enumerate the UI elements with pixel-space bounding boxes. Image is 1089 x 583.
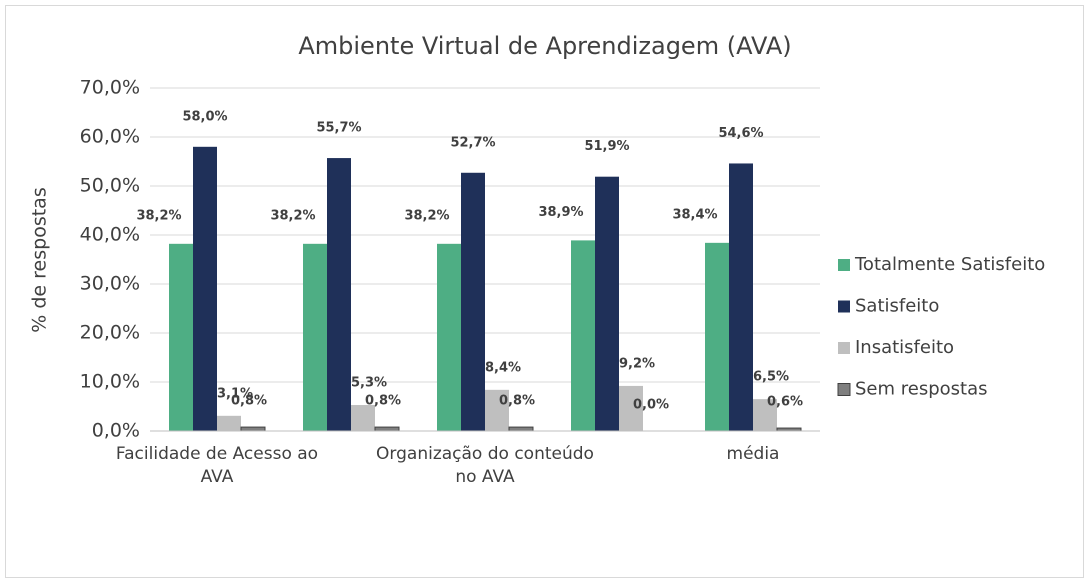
- data-label: 38,2%: [270, 208, 315, 223]
- legend-label: Insatisfeito: [855, 337, 954, 358]
- data-label: 0,8%: [365, 394, 401, 409]
- bar: [508, 426, 534, 432]
- bar: [753, 399, 777, 431]
- data-label: 54,6%: [718, 126, 763, 141]
- bar: [327, 158, 351, 431]
- data-label: 38,2%: [404, 208, 449, 223]
- x-tick-label: Organização do conteúdo no AVA: [376, 444, 594, 487]
- data-label: 0,8%: [231, 394, 267, 409]
- y-tick-label: 70,0%: [80, 77, 140, 99]
- x-tick-label-box: Organização do conteúdo no AVA: [376, 444, 594, 487]
- bar: [193, 146, 217, 432]
- data-label: 0,8%: [499, 394, 535, 409]
- data-label: 8,4%: [485, 360, 521, 375]
- legend-label: Satisfeito: [855, 296, 939, 317]
- data-label: 38,9%: [538, 205, 583, 220]
- y-tick-label: 20,0%: [80, 322, 140, 344]
- data-label: 52,7%: [450, 135, 495, 150]
- y-axis-label: % de respostas: [29, 187, 51, 332]
- bar: [303, 243, 327, 431]
- data-label: 6,5%: [753, 370, 789, 385]
- bar: [619, 385, 643, 431]
- x-tick-label-box: Facilidade de Acesso ao AVA: [115, 444, 319, 487]
- y-tick-label: 0,0%: [92, 420, 140, 442]
- data-label: 5,3%: [351, 376, 387, 391]
- bar: [217, 415, 241, 431]
- bar: [485, 389, 509, 431]
- x-tick-label: Facilidade de Acesso ao AVA: [115, 444, 319, 487]
- y-tick-label: 40,0%: [80, 224, 140, 246]
- data-label: 0,0%: [633, 398, 669, 413]
- bar: [705, 242, 729, 431]
- bar: [437, 243, 461, 431]
- bar: [169, 243, 193, 431]
- legend-label: Sem respostas: [855, 379, 988, 400]
- bar: [729, 163, 753, 431]
- legend-swatch: [837, 383, 851, 396]
- y-tick-label: 10,0%: [80, 371, 140, 393]
- x-tick-label: média: [726, 444, 780, 464]
- legend-swatch: [838, 259, 850, 271]
- bar: [374, 426, 400, 432]
- legend-swatch: [838, 300, 850, 313]
- data-label: 55,7%: [316, 121, 361, 136]
- chart-title: Ambiente Virtual de Aprendizagem (AVA): [298, 32, 791, 60]
- bar: [461, 172, 485, 431]
- legend-label: Totalmente Satisfeito: [854, 254, 1045, 275]
- data-label: 38,2%: [136, 208, 181, 223]
- bar: [595, 176, 619, 431]
- y-tick-label: 50,0%: [80, 175, 140, 197]
- data-label: 3,1%: [217, 386, 253, 401]
- y-tick-label: 30,0%: [80, 273, 140, 295]
- x-tick-label-box: média: [726, 444, 780, 464]
- data-label: 58,0%: [182, 109, 227, 124]
- bar: [240, 426, 266, 432]
- bar: [571, 240, 595, 431]
- data-label: 0,6%: [767, 395, 803, 410]
- data-label: 51,9%: [584, 139, 629, 154]
- data-label: 9,2%: [619, 356, 655, 371]
- legend-swatch: [838, 342, 850, 354]
- bar: [351, 405, 375, 431]
- y-tick-label: 60,0%: [80, 126, 140, 148]
- data-label: 38,4%: [672, 207, 717, 222]
